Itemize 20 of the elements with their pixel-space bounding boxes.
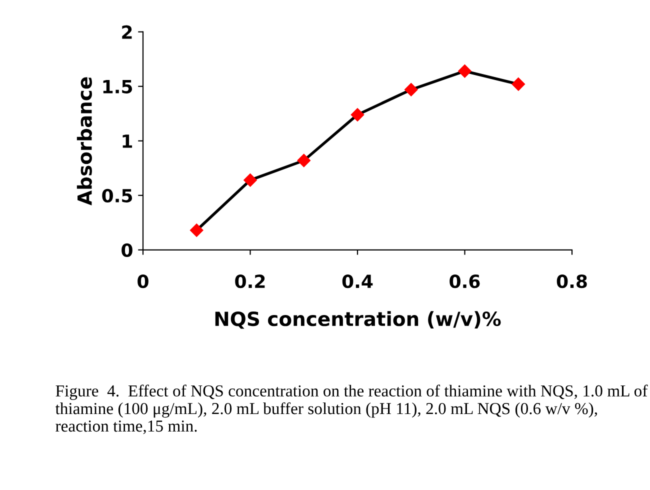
y-tick-label: 1.5 [103,80,132,94]
x-tick-label: 0 [138,274,148,288]
caption: Figure 4. Effect of NQS concentration on the reaction of thiamine with NQS, 1.0 mL of thiamine (100 μg/mL), 2.0 mL buffer solution (pH 11), 2.0 mL NQS (0.6 w/v %), reaction time,15 min. [55,384,648,434]
x-axis-title: NQS concentration (w/v)% [215,311,501,329]
y-tick-label: 0.5 [102,188,132,203]
point [404,83,418,96]
x-tick-label: 0.6 [450,274,480,288]
point [512,78,525,91]
y-tick-label: 2 [122,25,132,39]
point [458,64,472,78]
y-tick-label: 0 [122,243,132,258]
x-tick-label: 0.8 [556,274,587,288]
y-tick-label: 1 [122,134,132,148]
point [190,224,204,237]
point [244,174,257,187]
y-axis-title: Absorbance [76,77,92,206]
point [297,154,310,168]
x-tick-label: 0.4 [342,274,373,288]
x-tick-label: 0.2 [235,274,265,288]
point [350,108,364,122]
